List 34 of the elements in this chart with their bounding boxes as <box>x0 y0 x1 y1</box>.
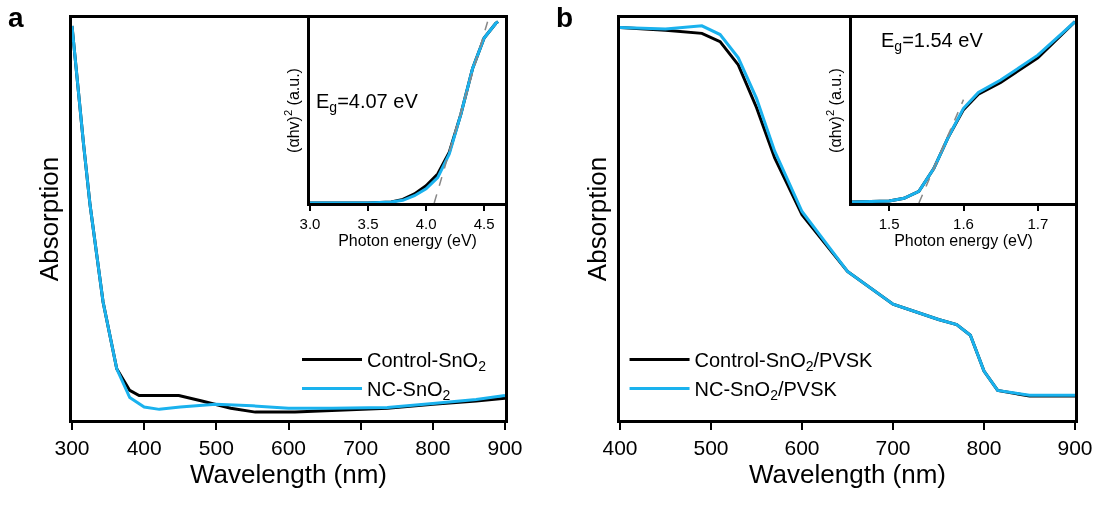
y-axis-title: Absorption <box>33 156 64 282</box>
x-tick-label: 800 <box>966 435 1002 459</box>
x-axis-title: Wavelength (nm) <box>749 458 946 489</box>
legend-label: Control-SnO$_{2}$/PVSK <box>694 349 874 375</box>
x-tick-label: 1.6 <box>953 214 974 232</box>
y-axis-title: Absorption <box>581 156 612 282</box>
x-tick-label: 600 <box>270 435 307 459</box>
x-tick-label: 300 <box>54 435 90 459</box>
x-tick-label: 400 <box>126 435 162 459</box>
legend-label: NC-SnO$_{2}$ <box>367 378 451 404</box>
text: a <box>8 2 24 33</box>
x-tick-label: 700 <box>343 435 379 459</box>
x-tick-label: 900 <box>487 435 523 459</box>
x-axis-title: Wavelength (nm) <box>190 458 387 489</box>
x-axis-title: Photon energy (eV) <box>894 231 1033 249</box>
annotation: E$_{g}$=4.07 eV <box>316 90 419 116</box>
x-tick-label: 500 <box>198 435 234 459</box>
x-tick-label: 4.0 <box>415 214 437 232</box>
x-tick-label: 800 <box>415 435 451 459</box>
x-tick-label: 500 <box>693 435 729 459</box>
x-tick-label: 3.5 <box>357 214 379 232</box>
x-tick-label: 1.7 <box>1027 214 1049 232</box>
x-tick-label: 3.0 <box>299 214 321 232</box>
x-tick-label: 700 <box>875 435 911 459</box>
x-tick-label: 900 <box>1057 435 1093 459</box>
x-tick-label: 400 <box>602 435 638 459</box>
x-tick-label: 1.5 <box>878 214 900 232</box>
legend-label: NC-SnO$_{2}$/PVSK <box>694 378 838 404</box>
annotation: E$_{g}$=1.54 eV <box>881 29 984 55</box>
text: b <box>556 2 574 33</box>
legend-label: Control-SnO$_{2}$ <box>367 349 487 375</box>
x-tick-label: 4.5 <box>473 214 495 232</box>
x-tick-label: 600 <box>784 435 820 459</box>
x-axis-title: Photon energy (eV) <box>338 231 477 249</box>
